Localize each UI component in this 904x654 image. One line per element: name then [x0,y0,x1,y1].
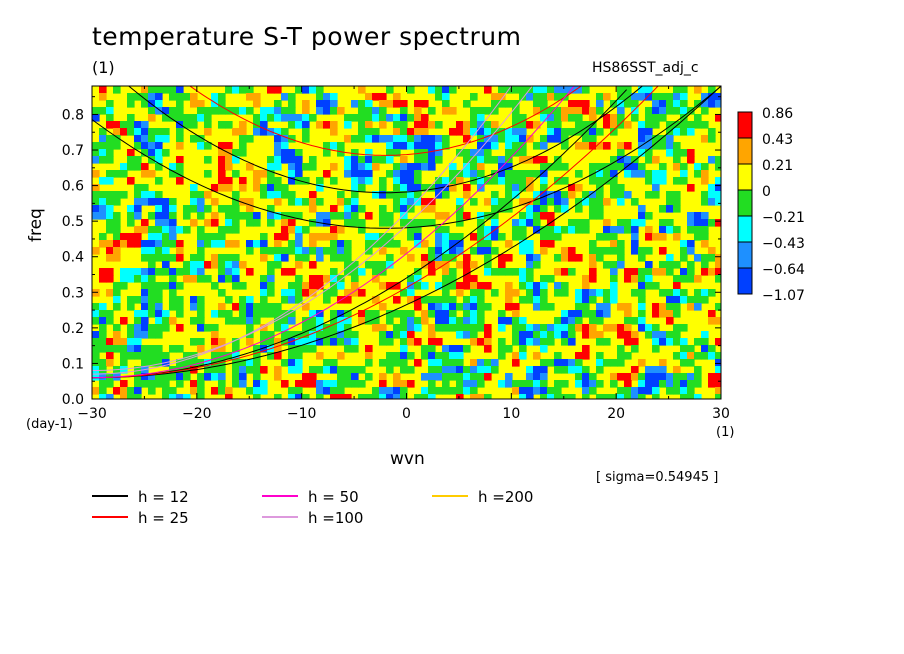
curve-h12-kelvin-2 [92,89,627,379]
colorbar-level: 0 [762,184,771,200]
colorbar-bin [737,215,753,243]
legend: h = 12 h = 25 h = 50 h =100 h =200 [92,488,533,527]
x-tick-label: 20 [607,406,625,422]
colorbar: 0.86 0.43 0.21 0 −0.21 −0.43 −0.64 −1.07 [737,106,805,304]
x-axis-label: wvn [390,449,425,469]
curve-h12-inertia-gravity-2 [127,86,644,194]
subtitle-left: (1) [92,58,115,77]
colorbar-bin [737,241,753,269]
curve-h100-kelvin-2 [92,86,533,371]
colorbar-bin [737,137,753,165]
legend-label: h = 12 [138,488,189,506]
sigma-note: [ sigma=0.54945 ] [596,470,719,485]
curve-h50-kelvin [92,86,575,379]
colorbar-bin [737,267,753,295]
dispersion-curves [92,86,721,379]
curve-h25-kelvin [92,86,659,379]
legend-label: h =100 [308,509,363,527]
y-tick-label: 0.7 [62,143,84,159]
curve-h12-inertia-gravity [92,86,721,229]
legend-label: h =200 [478,488,533,506]
chart-title: temperature S-T power spectrum [92,22,522,51]
y-axis-unit: (day-1) [26,417,73,432]
y-tick-label: 0.8 [62,107,84,123]
legend-label: h = 25 [138,509,189,527]
x-axis-unit: (1) [716,425,735,440]
colorbar-bin [737,111,753,139]
x-tick-label: 0 [402,406,411,422]
x-tick-label: −20 [182,406,212,422]
colorbar-level: −0.64 [762,262,805,278]
y-tick-label: 0.2 [62,321,84,337]
axes: 0.0 0.1 0.2 0.3 0.4 0.5 0.6 0.7 0.8 −30 −20 −10 0 10 2… [62,86,730,422]
colorbar-level: 0.21 [762,158,793,174]
run-name: HS86SST_adj_c [592,60,699,76]
y-tick-label: 0.1 [62,356,84,372]
x-tick-label: 30 [712,406,730,422]
y-tick-label: 0.5 [62,214,84,230]
colorbar-bin [737,189,753,217]
y-tick-label: 0.0 [62,392,84,408]
colorbar-bin [737,163,753,191]
y-tick-label: 0.3 [62,285,84,301]
y-tick-label: 0.6 [62,179,84,195]
y-tick-label: 0.4 [62,250,84,266]
colorbar-level: −0.21 [762,210,805,226]
x-tick-label: −30 [77,406,107,422]
colorbar-level: −0.43 [762,236,805,252]
x-tick-label: −10 [287,406,317,422]
colorbar-level: 0.86 [762,106,793,122]
colorbar-level: −1.07 [762,288,805,304]
legend-label: h = 50 [308,488,359,506]
curve-h100-kelvin [92,86,512,375]
curve-h12-kelvin [92,86,721,379]
x-tick-label: 10 [502,406,520,422]
colorbar-level: 0.43 [762,132,793,148]
heatmap-field [92,86,721,399]
